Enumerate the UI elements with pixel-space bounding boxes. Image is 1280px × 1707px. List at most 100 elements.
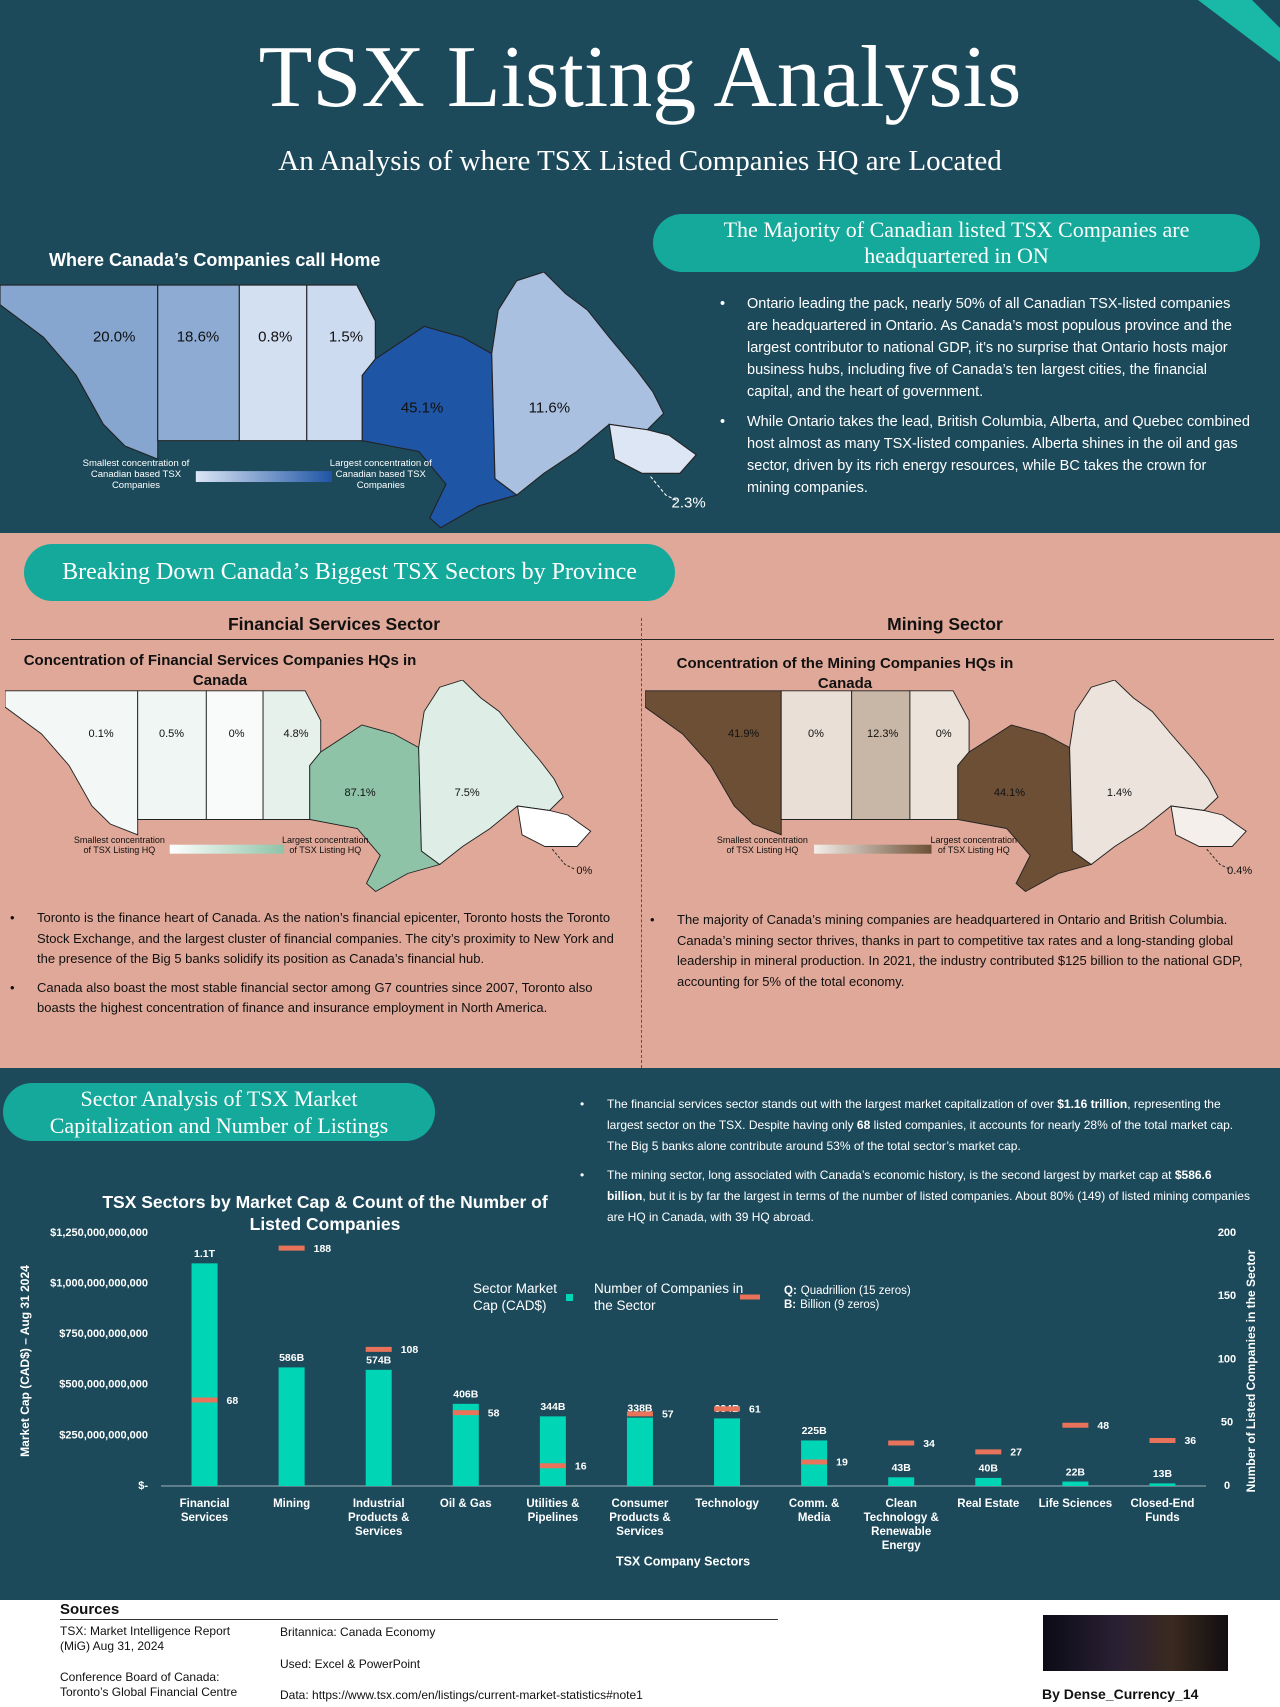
bar xyxy=(888,1477,915,1486)
section-heading: The Majority of Canadian listed TSX Comp… xyxy=(653,214,1260,272)
region-label: 12.3% xyxy=(867,728,899,740)
note-key: B: xyxy=(784,1299,797,1311)
region-label: 1.4% xyxy=(1106,786,1132,799)
province xyxy=(137,690,207,820)
note-text: Billion (9 zeros) xyxy=(800,1299,880,1311)
source-item: Used: Excel & PowerPoint xyxy=(280,1657,421,1671)
bullet: Toronto is the finance heart of Canada. … xyxy=(10,908,632,970)
region-label: 0% xyxy=(808,728,824,740)
y-tick-label: $1,000,000,000,000 xyxy=(50,1278,148,1290)
data-label: 27 xyxy=(1010,1447,1022,1459)
note-key: Q: xyxy=(784,1285,797,1297)
region-label: 0.8% xyxy=(258,328,293,346)
note-text: Quadrillion (15 zeros) xyxy=(800,1285,911,1297)
legend-gradient-bar xyxy=(169,844,285,854)
leader-line xyxy=(1206,848,1230,870)
sector-title: Mining Sector xyxy=(887,614,1003,634)
bullet-text: listed companies, it accounts for nearly… xyxy=(607,1118,1234,1153)
region-label: 45.1% xyxy=(400,399,444,417)
region-label: 0.4% xyxy=(1227,864,1253,877)
bullet-list: The financial services sector stands out… xyxy=(580,1094,1252,1236)
bar xyxy=(452,1403,479,1486)
section-heading: Breaking Down Canada’s Biggest TSX Secto… xyxy=(24,544,675,601)
region-label: 0% xyxy=(576,864,593,877)
province xyxy=(608,423,698,474)
province xyxy=(5,690,139,836)
sector-title: Financial Services Sector xyxy=(227,614,441,634)
source-item: Britannica: Canada Economy xyxy=(280,1625,436,1639)
data-label: 16 xyxy=(575,1461,587,1473)
chart-labels: Financial Services Mining Industrial Produ… xyxy=(0,1068,1280,1600)
bullet-text: , but it is by far the largest in terms … xyxy=(607,1189,1250,1224)
province xyxy=(157,284,240,442)
bar xyxy=(278,1367,305,1486)
author: By Dense_Currency_14 xyxy=(1042,1686,1199,1702)
legend-label: Sector Market Cap (CAD$) xyxy=(473,1281,558,1313)
region-label: 0% xyxy=(228,728,245,740)
data-label: 58 xyxy=(488,1407,500,1419)
data-label: 344B xyxy=(540,1401,566,1413)
data-label: 225B xyxy=(802,1425,828,1437)
divider xyxy=(60,1619,778,1620)
x-tick-label: Industrial Products & Services xyxy=(348,1498,410,1538)
y2-tick-label: 200 xyxy=(1218,1227,1236,1239)
y-tick-label: $750,000,000,000 xyxy=(59,1328,148,1340)
data-label: 43B xyxy=(892,1462,912,1474)
note: Q: Quadrillion (15 zeros) xyxy=(784,1284,911,1298)
y-tick-label: $1,250,000,000,000 xyxy=(50,1227,148,1239)
x-tick-label: Real Estate xyxy=(957,1498,1020,1510)
source-item: TSX: Market Intelligence Report (MiG) Au… xyxy=(60,1624,231,1653)
region-label: 4.8% xyxy=(283,728,309,740)
sources-heading: Sources xyxy=(60,1601,120,1618)
x-tick-label: Mining xyxy=(273,1498,311,1510)
x-tick-label: Oil & Gas xyxy=(439,1498,492,1510)
bullet-list: Ontario leading the pack, nearly 50% of … xyxy=(720,293,1252,507)
leader-line xyxy=(551,848,575,870)
province xyxy=(418,680,564,866)
bullet-text: $1.16 trillion xyxy=(1057,1097,1128,1111)
bullet: The majority of Canada’s mining companie… xyxy=(650,910,1255,992)
page-title: TSX Listing Analysis xyxy=(258,29,1022,126)
data-label: 61 xyxy=(749,1404,761,1416)
corner-decoration xyxy=(1198,0,1280,62)
bar xyxy=(714,1418,741,1486)
data-label: 57 xyxy=(662,1409,674,1421)
bullet: The mining sector, long associated with … xyxy=(580,1165,1252,1228)
bar xyxy=(191,1263,218,1486)
legend-high: Largest concentration of TSX Listing HQ xyxy=(930,834,1018,856)
bar xyxy=(1149,1483,1176,1486)
y2-tick-label: 150 xyxy=(1218,1290,1236,1302)
x-tick-label: Comm. & Media xyxy=(788,1498,840,1524)
x-tick-label: Utilities & Pipelines xyxy=(526,1498,580,1524)
bullet-text: The financial services sector stands out… xyxy=(607,1097,1058,1111)
source-item: Data: https://www.tsx.com/en/listings/cu… xyxy=(280,1688,643,1702)
legend-swatch xyxy=(566,1294,573,1301)
data-label: 68 xyxy=(227,1395,239,1407)
region-label: 11.6% xyxy=(528,399,571,417)
y2-axis-title: Number of Listed Companies in the Sector xyxy=(1244,1249,1258,1492)
map-shapes xyxy=(5,680,592,893)
province xyxy=(1069,680,1219,866)
x-axis-title: TSX Company Sectors xyxy=(616,1554,750,1568)
x-tick-label: Clean Technology & Renewable Energy xyxy=(863,1498,939,1552)
bullet-list: The majority of Canada’s mining companie… xyxy=(650,910,1255,1000)
x-tick-label: Consumer Products & Services xyxy=(609,1498,671,1538)
x-tick-label: Technology xyxy=(695,1498,759,1510)
province xyxy=(0,284,159,460)
y-tick-label: $- xyxy=(138,1480,148,1492)
region-label: 1.5% xyxy=(328,328,364,346)
leader-line xyxy=(650,476,677,501)
bar xyxy=(539,1416,566,1486)
bullet: The financial services sector stands out… xyxy=(580,1094,1252,1157)
legend-gradient-bar xyxy=(814,844,932,854)
province xyxy=(309,724,441,893)
map-title: Concentration of the Mining Companies HQ… xyxy=(676,655,1014,692)
bar xyxy=(626,1417,653,1486)
data-label: 338B xyxy=(627,1402,653,1414)
data-label: 108 xyxy=(401,1344,419,1356)
data-label: 13B xyxy=(1153,1468,1173,1480)
province xyxy=(780,690,853,820)
chart: $- $250,000,000,000 $500,000,000,000 $750,0… xyxy=(18,1227,1258,1568)
province xyxy=(1170,805,1247,847)
bar xyxy=(365,1369,392,1486)
